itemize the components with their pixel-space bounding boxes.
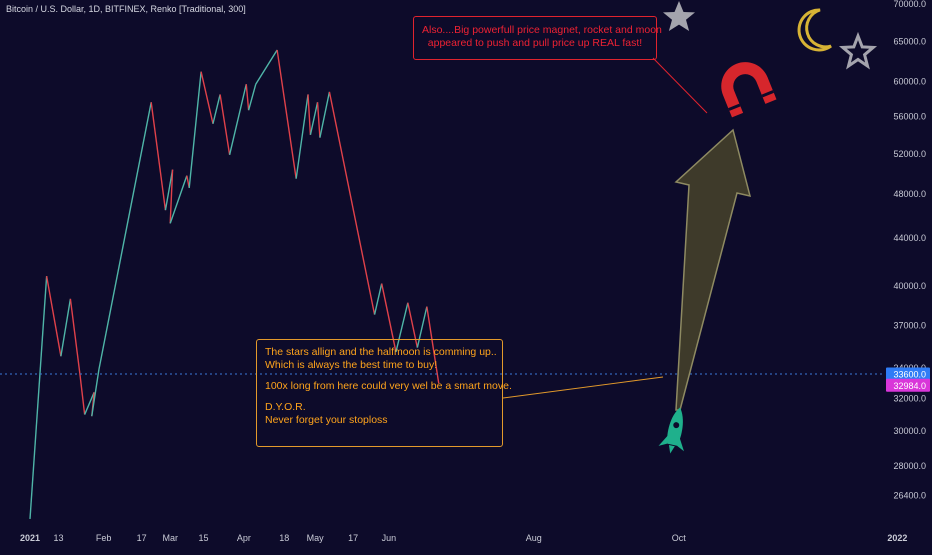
x-tick-label: Apr [237,533,251,543]
price-segment [245,84,250,111]
annotation-line: appeared to push and pull price up REAL … [427,37,643,49]
price-segment [60,298,72,357]
price-series [29,49,440,520]
price-segment [150,102,167,211]
x-tick-label: Feb [96,533,112,543]
crescent-moon-icon [797,8,832,52]
x-tick-label: May [307,533,325,543]
price-labels: 33600.0 32984.0 [886,367,930,392]
price-segment [169,175,188,224]
price-segment [255,49,278,85]
y-tick-label: 37000.0 [893,320,926,330]
annotation-line: Never forget your stoploss [265,414,388,426]
price-segment [188,71,202,188]
price-segment [395,302,409,353]
price-segment [79,373,86,415]
price-segment [212,94,221,124]
price-segment [309,102,319,135]
price-segment [200,71,214,124]
y-tick-label: 52000.0 [893,149,926,159]
time-axis: 2021 13 Feb 17 Mar 15 Apr 18 May 17 Jun Aug Oct 2022 [20,533,907,543]
price-segment [316,102,321,138]
x-tick-label: Aug [526,533,542,543]
chart-title: Bitcoin / U.S. Dollar, 1D, BITFINEX, Ren… [6,4,246,14]
callout-pointer [652,57,708,114]
x-tick-label: Oct [672,533,687,543]
price-segment [373,283,383,315]
star-icon [838,31,878,70]
price-segment [219,94,231,155]
price-segment [276,49,297,179]
x-tick-label: 15 [198,533,208,543]
price-segment [169,169,174,224]
y-tick-label: 56000.0 [893,111,926,121]
y-tick-label: 60000.0 [893,77,926,87]
price-segment [247,84,257,111]
y-tick-label: 32000.0 [893,394,926,404]
price-segment [407,302,419,348]
price-segment [328,91,376,315]
price-segment [295,94,309,179]
x-tick-label: 13 [54,533,64,543]
rocket-icon [658,407,684,454]
magnet-icon [721,62,777,118]
price-segment [319,91,331,138]
annotation-line: The stars allign and the halfmoon is com… [265,346,497,358]
y-tick-label: 40000.0 [893,281,926,291]
price-segment [164,169,174,211]
x-tick-label: 18 [279,533,289,543]
annotation-line: D.Y.O.R. [265,401,306,413]
price-segment [228,84,247,155]
x-tick-label: 17 [348,533,358,543]
price-segment [45,275,62,357]
price-segment [29,276,48,520]
callout-pointer [502,376,664,399]
star-icon [663,1,695,31]
price-segment [426,306,440,384]
y-tick-label: 70000.0 [893,0,926,9]
price-label: 33600.0 [893,369,926,379]
price-segment [69,298,81,375]
annotation-line: 100x long from here could very wel be a … [265,380,512,392]
price-label-box [886,367,930,381]
x-tick-label: 17 [137,533,147,543]
x-tick-label: Jun [382,533,397,543]
price-label-box [886,378,930,392]
y-tick-label: 28000.0 [893,461,926,471]
y-tick-label: 48000.0 [893,189,926,199]
target-arrow-icon [674,128,752,411]
annotation-line: Which is always the best time to buy! [265,359,438,371]
y-tick-label: 26400.0 [893,491,926,501]
price-segment [416,306,428,348]
y-tick-label: 30000.0 [893,426,926,436]
x-tick-label: Mar [162,533,178,543]
annotation-magnet-note[interactable]: Also....Big powerfull price magnet, rock… [413,16,662,60]
price-segment [307,94,312,135]
annotation-line: Also....Big powerfull price magnet, rock… [422,24,662,36]
price-segment [98,102,152,370]
price-axis: 70000.0 65000.0 60000.0 56000.0 52000.0 48000… [893,0,926,501]
price-segment [84,392,95,415]
price-segment [91,369,100,417]
price-segment [381,283,397,353]
y-tick-label: 44000.0 [893,233,926,243]
y-tick-label: 65000.0 [893,36,926,46]
x-tick-label: 2022 [887,533,907,543]
annotation-buy-note[interactable]: The stars allign and the halfmoon is com… [256,339,512,447]
price-label: 32984.0 [893,381,926,391]
x-tick-label: 2021 [20,533,40,543]
